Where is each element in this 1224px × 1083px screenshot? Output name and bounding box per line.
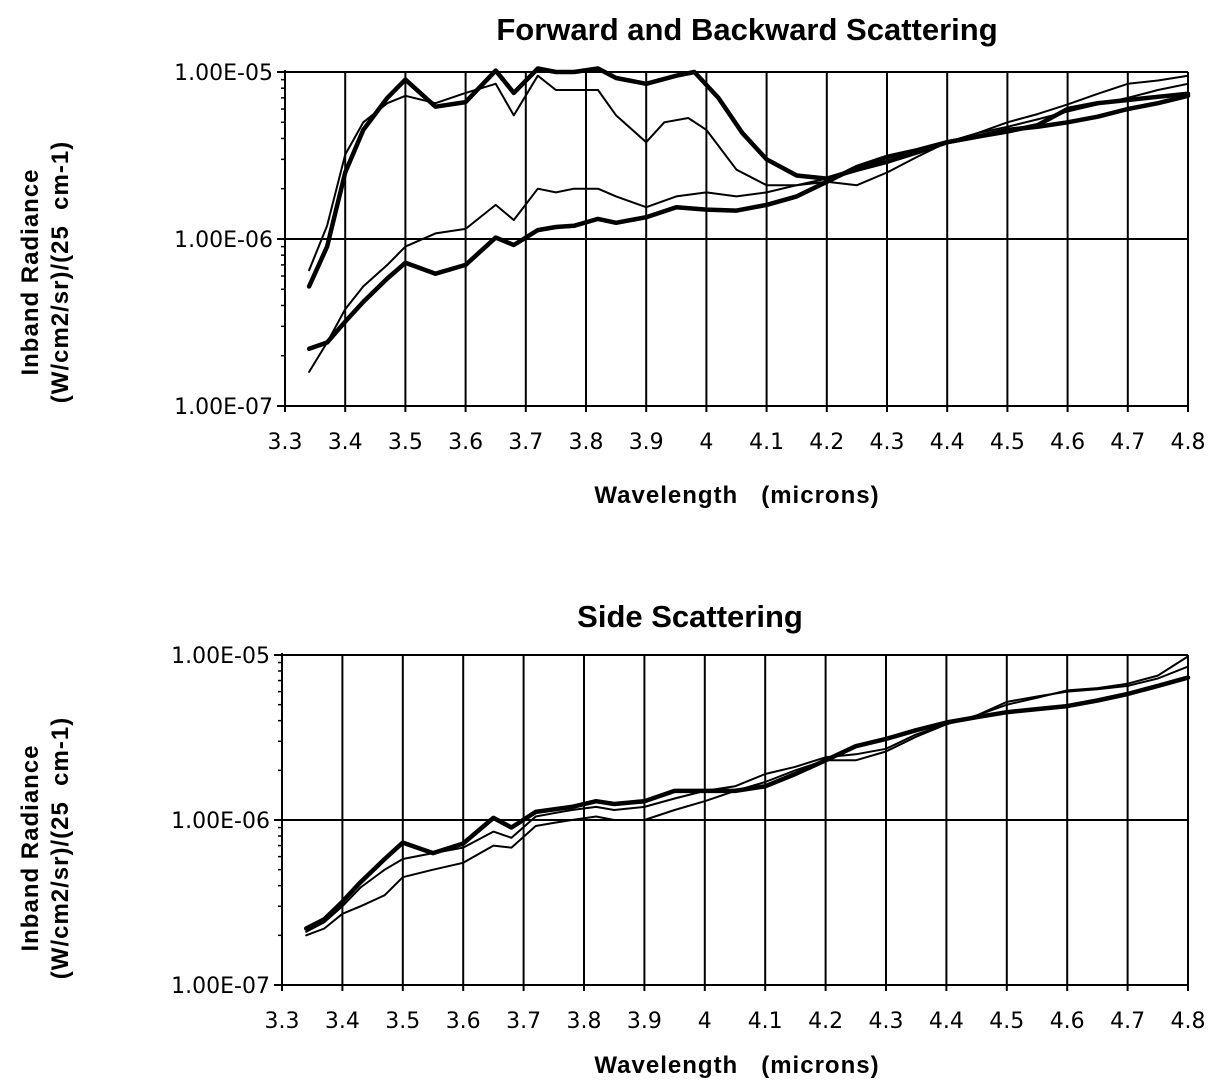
y-axis-label-line1: Inband Radiance [17, 744, 44, 951]
x-tick-label: 4.1 [748, 1009, 783, 1034]
x-tick-label: 4 [699, 430, 713, 455]
x-tick-label: 3.3 [268, 430, 303, 455]
series-line-2 [305, 665, 1189, 933]
x-tick-label: 4.5 [990, 430, 1025, 455]
x-tick-label: 4.3 [870, 430, 905, 455]
x-tick-label: 4.3 [869, 1009, 904, 1034]
x-tick-label: 3.5 [388, 430, 423, 455]
x-tick-label: 4.7 [1110, 1009, 1145, 1034]
x-tick-label: 3.6 [448, 430, 483, 455]
x-tick-label: 3.6 [446, 1009, 481, 1034]
chart-side-scattering: Side Scattering 3.3 3.4 3.5 3.6 3.7 3.8 3.9 4 4.… [17, 599, 1206, 1079]
x-tick-labels: 3.3 3.4 3.5 3.6 3.7 3.8 3.9 4 4.1 4.2 4.3 4.4 4.5 4.6… [265, 1009, 1206, 1034]
x-axis-label: Wavelength (microns) [594, 482, 879, 509]
x-tick-label: 3.8 [567, 1009, 602, 1034]
x-axis-label: Wavelength (microns) [594, 1052, 879, 1079]
y-tick-labels: 1.00E-07 1.00E-06 1.00E-05 [174, 61, 273, 420]
x-tick-label: 4.1 [749, 430, 784, 455]
y-tick-label: 1.00E-07 [171, 974, 270, 999]
x-tick-label: 4.5 [989, 1009, 1024, 1034]
y-tick-label: 1.00E-05 [171, 644, 270, 669]
x-tick-label: 4.7 [1110, 430, 1145, 455]
x-tick-label: 4.8 [1171, 1009, 1206, 1034]
y-tick-labels: 1.00E-07 1.00E-06 1.00E-05 [171, 644, 270, 999]
y-tick-label: 1.00E-05 [174, 61, 273, 86]
x-tick-label: 4.2 [809, 430, 844, 455]
series-group [303, 655, 1191, 937]
grid [274, 653, 1189, 991]
series-line-2 [308, 74, 1189, 272]
chart-forward-backward: Forward and Backward Scattering 3.3 3.4 3.… [17, 12, 1206, 509]
x-tick-label: 4 [698, 1009, 712, 1034]
y-tick-label: 1.00E-07 [174, 395, 273, 420]
x-tick-label: 3.9 [627, 1009, 662, 1034]
x-tick-label: 3.7 [506, 1009, 541, 1034]
y-tick-label: 1.00E-06 [174, 228, 273, 253]
x-tick-label: 4.6 [1050, 430, 1085, 455]
series-line-1 [303, 675, 1191, 931]
x-tick-label: 4.6 [1050, 1009, 1085, 1034]
x-tick-labels: 3.3 3.4 3.5 3.6 3.7 3.8 3.9 4 4.1 4.2 4.3 4.4 4.5 4.6… [268, 430, 1206, 455]
x-tick-label: 3.7 [508, 430, 543, 455]
x-tick-label: 4.2 [808, 1009, 843, 1034]
x-tick-label: 3.8 [569, 430, 604, 455]
grid [277, 70, 1189, 412]
x-tick-label: 4.4 [929, 1009, 964, 1034]
x-tick-label: 3.9 [629, 430, 664, 455]
x-tick-label: 3.5 [385, 1009, 420, 1034]
y-axis-label-line2: (W/cm2/sr)/(25 cm-1) [47, 141, 74, 403]
series-line-4 [306, 91, 1191, 352]
chart-title: Side Scattering [577, 599, 803, 634]
x-tick-label: 4.8 [1171, 430, 1206, 455]
y-axis-label-line1: Inband Radiance [17, 168, 44, 375]
y-tick-label: 1.00E-06 [171, 809, 270, 834]
x-tick-label: 3.3 [265, 1009, 300, 1034]
chart-title: Forward and Backward Scattering [496, 12, 997, 47]
series-line-3 [308, 82, 1189, 373]
y-axis-label-line2: (W/cm2/sr)/(25 cm-1) [47, 717, 74, 979]
x-tick-label: 4.4 [930, 430, 965, 455]
x-tick-label: 3.4 [328, 430, 363, 455]
x-tick-label: 3.4 [325, 1009, 360, 1034]
series-group [306, 66, 1191, 373]
series-line-3 [305, 655, 1189, 937]
